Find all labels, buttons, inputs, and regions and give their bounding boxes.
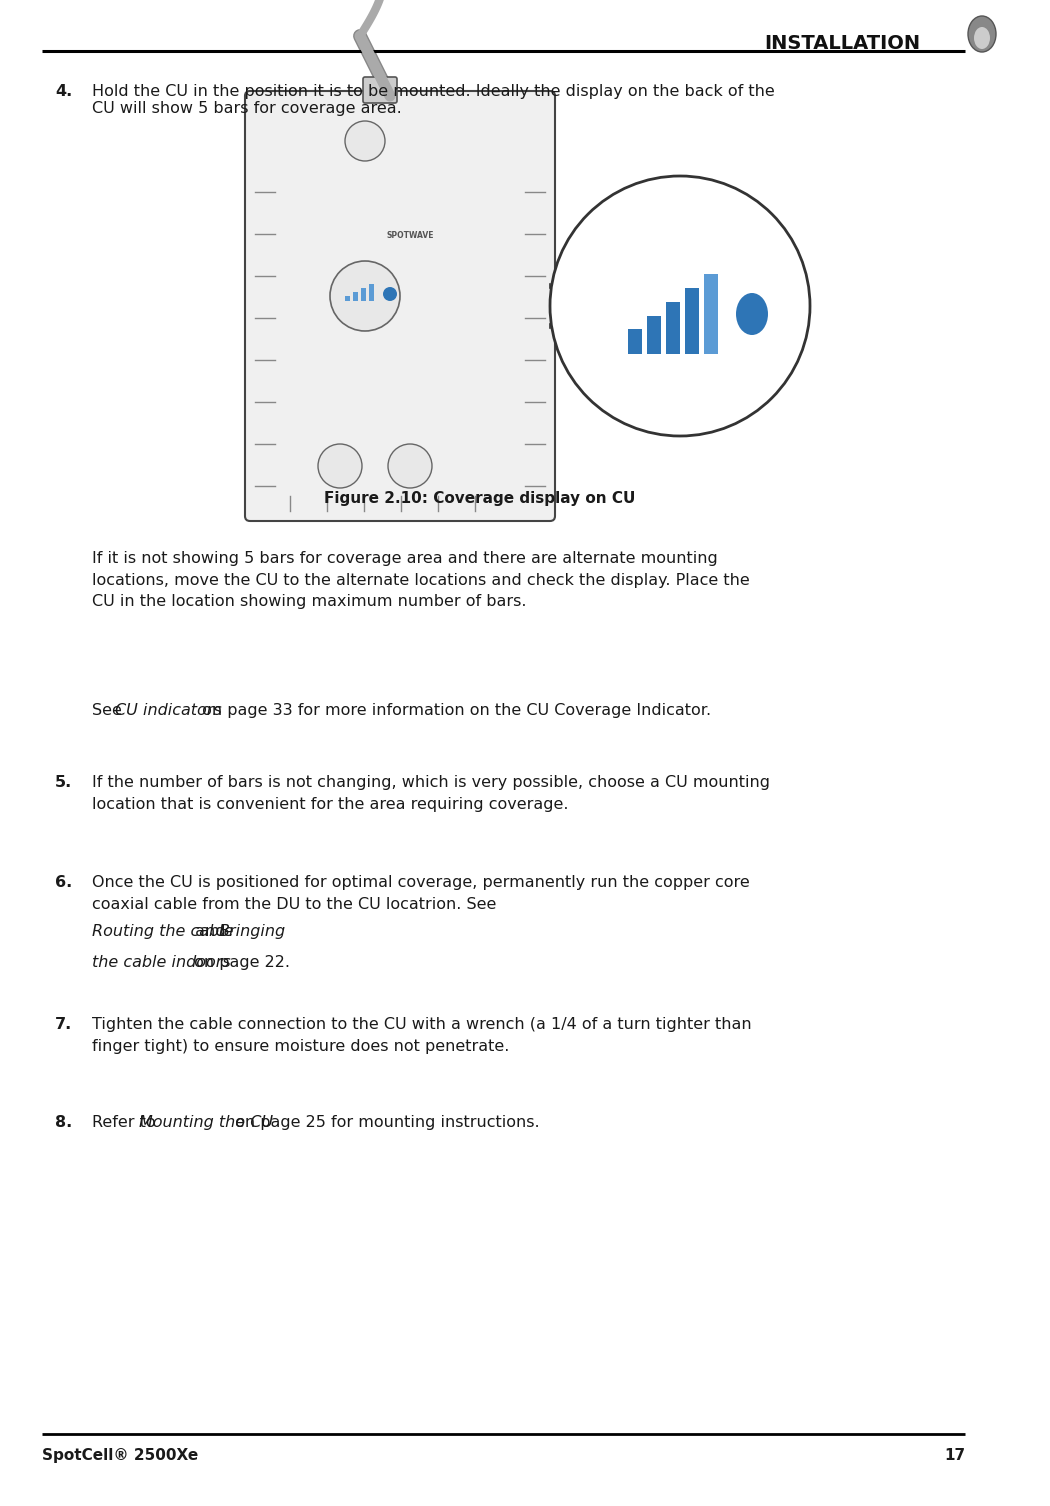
Text: Refer to: Refer to xyxy=(92,1114,161,1130)
Ellipse shape xyxy=(736,294,768,334)
Text: Routing the cable: Routing the cable xyxy=(92,925,233,940)
Text: Tighten the cable connection to the CU with a wrench (a 1/4 of a turn tighter th: Tighten the cable connection to the CU w… xyxy=(92,1017,752,1054)
Text: and: and xyxy=(190,925,231,940)
Text: Mounting the CU: Mounting the CU xyxy=(139,1114,273,1130)
Text: on page 33 for more information on the CU Coverage Indicator.: on page 33 for more information on the C… xyxy=(197,703,711,718)
Bar xyxy=(685,288,699,354)
Circle shape xyxy=(345,120,385,161)
Bar xyxy=(369,285,374,301)
Bar xyxy=(704,274,718,354)
Text: CU indicators: CU indicators xyxy=(116,703,222,718)
Bar xyxy=(361,288,366,301)
Bar xyxy=(345,297,350,301)
Text: Bringing: Bringing xyxy=(219,925,286,940)
Text: 7.: 7. xyxy=(55,1017,72,1032)
Circle shape xyxy=(550,176,810,437)
Bar xyxy=(353,292,358,301)
Text: If the number of bars is not changing, which is very possible, choose a CU mount: If the number of bars is not changing, w… xyxy=(92,776,770,812)
Text: If it is not showing 5 bars for coverage area and there are alternate mounting
l: If it is not showing 5 bars for coverage… xyxy=(92,551,750,610)
FancyBboxPatch shape xyxy=(363,77,397,102)
Circle shape xyxy=(383,288,397,301)
Text: on page 22.: on page 22. xyxy=(189,955,290,970)
Text: 4.: 4. xyxy=(55,84,72,99)
Ellipse shape xyxy=(968,17,996,53)
Text: Figure 2.10: Coverage display on CU: Figure 2.10: Coverage display on CU xyxy=(324,491,635,506)
Text: 5.: 5. xyxy=(55,776,72,791)
Text: Once the CU is positioned for optimal coverage, permanently run the copper core
: Once the CU is positioned for optimal co… xyxy=(92,875,750,911)
Text: See: See xyxy=(92,703,127,718)
Ellipse shape xyxy=(974,27,990,50)
Text: Hold the CU in the position it is to be mounted. Ideally the display on the back: Hold the CU in the position it is to be … xyxy=(92,84,775,116)
Text: 8.: 8. xyxy=(55,1114,72,1130)
Bar xyxy=(628,328,642,354)
FancyBboxPatch shape xyxy=(245,90,555,521)
Text: INSTALLATION: INSTALLATION xyxy=(763,35,920,53)
Circle shape xyxy=(388,444,432,488)
Text: 6.: 6. xyxy=(55,875,72,890)
Circle shape xyxy=(330,261,400,331)
Text: the cable indoors: the cable indoors xyxy=(92,955,231,970)
Bar xyxy=(647,316,662,354)
Bar xyxy=(666,303,680,354)
Circle shape xyxy=(318,444,362,488)
Text: SpotCell® 2500Xe: SpotCell® 2500Xe xyxy=(42,1447,198,1462)
Text: 17: 17 xyxy=(944,1447,965,1462)
Text: on page 25 for mounting instructions.: on page 25 for mounting instructions. xyxy=(230,1114,540,1130)
Text: SPOTWAVE: SPOTWAVE xyxy=(386,232,434,241)
